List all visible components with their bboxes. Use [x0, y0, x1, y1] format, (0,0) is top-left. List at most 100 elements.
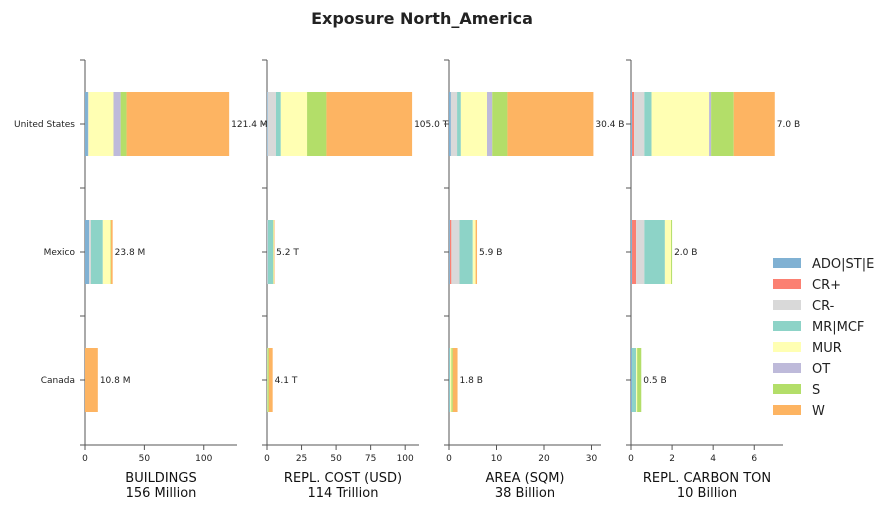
bar-segment: [102, 220, 111, 284]
bar-segment: [85, 92, 88, 156]
bar-segment: [267, 92, 268, 156]
data-label: 105.0 T: [414, 120, 449, 130]
legend-label: OT: [812, 362, 830, 377]
bar-segment: [280, 92, 308, 156]
bar-segment: [457, 92, 461, 156]
panel-3: 0 10 20 30 30.4 B 5.9 B 1.8 B AREA (SQM)38 Bill…: [444, 59, 624, 501]
bar-segment: [449, 348, 451, 412]
bar-segment: [451, 348, 453, 412]
x-tick-label: 50: [139, 454, 151, 464]
bar-segment: [267, 220, 274, 284]
bar-segment: [636, 220, 645, 284]
bar-segment: [267, 92, 276, 156]
legend-label: S: [812, 383, 820, 398]
bar-segment: [632, 92, 635, 156]
legend-label: MUR: [812, 341, 842, 356]
bar-segment: [113, 92, 121, 156]
legend-swatch: [773, 342, 801, 352]
bar-segment: [268, 348, 273, 412]
x-tick-label: 0: [82, 454, 88, 464]
bar-segment: [110, 220, 112, 284]
bar-segment: [275, 92, 281, 156]
bar-segment: [711, 92, 734, 156]
panel-1: United States Mexico Canada 0 50 100 121.4 M 23…: [14, 59, 268, 501]
legend-swatch: [773, 258, 801, 268]
data-label: 2.0 B: [674, 248, 697, 258]
x-tick-label: 2: [669, 454, 675, 464]
x-axis-subtitle: 38 Billion: [495, 486, 555, 501]
chart-title: Exposure North_America: [311, 9, 533, 28]
bar-segment: [452, 348, 458, 412]
bar-segment: [449, 92, 451, 156]
bar-segment: [709, 92, 712, 156]
legend-swatch: [773, 321, 801, 331]
bar-segment: [273, 220, 274, 284]
bar-segment: [267, 348, 269, 412]
bar-segment: [87, 92, 89, 156]
bar-segment: [733, 92, 775, 156]
bar-segment: [492, 92, 508, 156]
bar-segment: [449, 348, 450, 412]
y-tick-label: Mexico: [44, 248, 76, 258]
bar-segment: [507, 92, 594, 156]
x-tick-label: 6: [751, 454, 757, 464]
bar-segment: [634, 92, 645, 156]
bar-segment: [85, 348, 98, 412]
legend: ADO|ST|E CR+ CR- MR|MCF MUR OT SW: [773, 257, 874, 419]
bar-segment: [126, 92, 230, 156]
data-label: 30.4 B: [595, 120, 624, 130]
bar-segment: [632, 348, 637, 412]
x-tick-label: 10: [491, 454, 503, 464]
data-label: 5.9 B: [479, 248, 502, 258]
bar-segment: [120, 92, 127, 156]
bar-segment: [307, 92, 327, 156]
data-label: 23.8 M: [115, 248, 146, 258]
legend-swatch: [773, 279, 801, 289]
x-tick-label: 75: [365, 454, 376, 464]
bar-segment: [632, 220, 637, 284]
panel-2: 0 25 50 75 100 105.0 T 5.2 T 4.1 T REPL. COST (U…: [262, 59, 449, 501]
x-tick-label: 50: [330, 454, 342, 464]
legend-label: CR-: [812, 299, 835, 314]
data-label: 10.8 M: [100, 376, 131, 386]
legend-swatch: [773, 363, 801, 373]
bar-segment: [110, 220, 113, 284]
legend-swatch: [773, 384, 801, 394]
bar-segment: [460, 92, 487, 156]
bar-segment: [89, 220, 91, 284]
bar-segment: [637, 348, 642, 412]
legend-label: MR|MCF: [812, 320, 864, 335]
x-tick-label: 100: [195, 454, 212, 464]
x-axis-subtitle: 10 Billion: [677, 486, 737, 501]
bar-segment: [90, 220, 103, 284]
x-axis-subtitle: 156 Million: [126, 486, 197, 501]
data-label: 4.1 T: [275, 376, 298, 386]
bar-segment: [273, 220, 275, 284]
bar-segment: [267, 348, 268, 412]
bar-segment: [449, 220, 450, 284]
bar-segment: [85, 220, 90, 284]
bar-segment: [451, 220, 460, 284]
x-tick-label: 4: [710, 454, 716, 464]
bar-segment: [671, 220, 673, 284]
y-tick-label: United States: [14, 120, 75, 130]
legend-label: ADO|ST|E: [812, 257, 874, 272]
x-axis-label: REPL. CARBON TON: [643, 471, 771, 486]
bar-segment: [459, 220, 473, 284]
x-axis-label: BUILDINGS: [125, 471, 196, 486]
x-tick-label: 20: [538, 454, 550, 464]
legend-swatch: [773, 300, 801, 310]
x-tick-label: 25: [296, 454, 307, 464]
x-axis-subtitle: 114 Trillion: [308, 486, 379, 501]
bar-segment: [326, 92, 413, 156]
bar-segment: [450, 92, 458, 156]
data-label: 5.2 T: [276, 248, 299, 258]
legend-label: CR+: [812, 278, 841, 293]
bar-segment: [651, 92, 710, 156]
x-axis-label: REPL. COST (USD): [284, 471, 402, 486]
x-tick-label: 0: [264, 454, 270, 464]
bar-segment: [88, 92, 114, 156]
bar-segment: [449, 220, 452, 284]
